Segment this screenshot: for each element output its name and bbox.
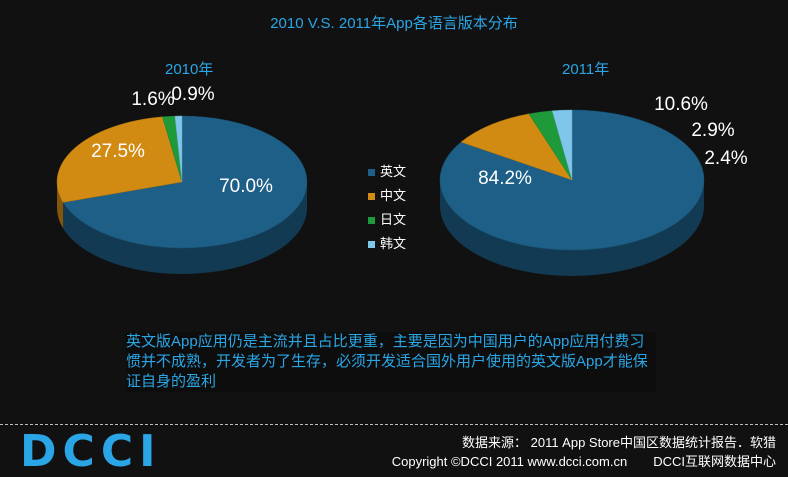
legend-item-chinese: 中文 (368, 184, 406, 208)
pie-0-side-chinese (57, 182, 64, 229)
pie-0-label-chinese: 27.5% (91, 141, 145, 162)
copyright-text: Copyright ©DCCI 2011 www.dcci.com.cn (391, 454, 628, 469)
legend-swatch-japanese (368, 216, 375, 224)
legend-label-korean: 韩文 (380, 236, 407, 251)
pie-0-label-korean: 0.9% (171, 84, 214, 105)
pie-1-label-japanese: 2.9% (691, 120, 734, 141)
pie-1-side-english (440, 180, 704, 276)
chart-title: 2010 V.S. 2011年App各语言版本分布 (270, 15, 518, 32)
footer-source: 数据来源： 2011 App Store中国区数据统计报告．软猎 Copyrig… (392, 433, 776, 471)
pie-2011: 84.2% 10.6% 2.9% 2.4% (439, 94, 748, 276)
legend: 英文 中文 日文 韩文 (368, 160, 406, 256)
legend-label-chinese: 中文 (380, 188, 407, 203)
legend-swatch-korean (368, 240, 375, 248)
data-source-text: 数据来源： 2011 App Store中国区数据统计报告．软猎 (462, 435, 776, 450)
pie-2011-title: 2011年 (562, 61, 610, 78)
pie-0-label-japanese: 1.6% (131, 89, 174, 110)
legend-swatch-english (368, 168, 375, 176)
footer-divider (0, 424, 788, 425)
pie-1-label-korean: 2.4% (704, 148, 747, 169)
pie-1-slice-chinese (460, 113, 573, 181)
legend-item-english: 英文 (368, 160, 406, 184)
pie-1-slice-korean (551, 109, 573, 181)
pie-1-slice-english (439, 109, 705, 251)
pie-0-slice-chinese (56, 116, 183, 203)
pie-1-label-chinese: 10.6% (654, 94, 708, 115)
pie-0-side-english (63, 182, 307, 275)
legend-label-japanese: 日文 (380, 212, 407, 227)
pie-0-slice-korean (174, 115, 183, 183)
legend-label-english: 英文 (380, 164, 407, 179)
legend-item-japanese: 日文 (368, 208, 406, 232)
dcci-logo: DCCI (20, 426, 162, 477)
org-name: DCCI互联网数据中心 (653, 454, 776, 469)
pie-charts: 70.0% 27.5% 1.6%0.9% 84.2% 10.6% 2.9% 2.4% (56, 84, 748, 276)
pie-2010-title: 2010年 (165, 61, 214, 78)
pie-0-slice-english (62, 115, 308, 249)
insight-note: 英文版App应用仍是主流并且占比更重，主要是因为中国用户的App应用付费习惯并不… (126, 332, 656, 392)
pie-2010: 70.0% 27.5% 1.6%0.9% (56, 84, 308, 275)
legend-item-korean: 韩文 (368, 232, 406, 256)
pie-0-label-english: 70.0% (219, 176, 273, 197)
legend-swatch-chinese (368, 192, 375, 200)
pie-1-label-english: 84.2% (478, 168, 532, 189)
